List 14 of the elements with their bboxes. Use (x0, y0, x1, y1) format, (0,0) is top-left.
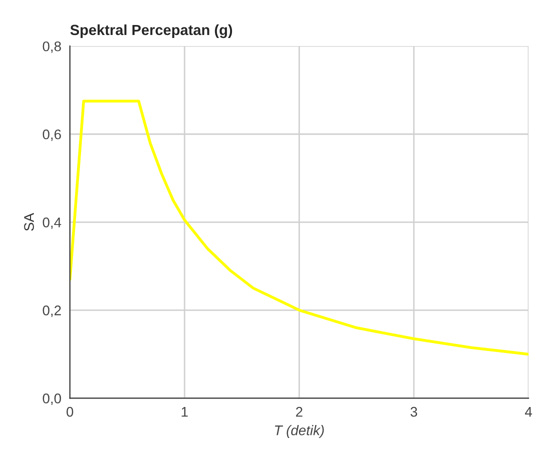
x-tick-label: 1 (182, 407, 188, 417)
x-tick-label: 0 (66, 406, 74, 417)
y-tick-label: 0,0 (42, 394, 62, 406)
x-axis-title: T (detik) (274, 425, 324, 438)
x-tick-label: 4 (524, 407, 532, 417)
x-tick-label: 2 (296, 406, 302, 417)
x-tick-label: 3 (410, 406, 418, 417)
y-axis-title: SA (24, 212, 34, 231)
line-series (70, 100, 529, 356)
y-tick-label: 0,4 (42, 217, 62, 229)
y-tick-label: 0,2 (42, 306, 61, 317)
y-tick-label: 0,6 (42, 129, 61, 141)
y-tick-label: 0,8 (42, 41, 61, 53)
chart-title: Spektral Percepatan (g) (70, 24, 232, 38)
